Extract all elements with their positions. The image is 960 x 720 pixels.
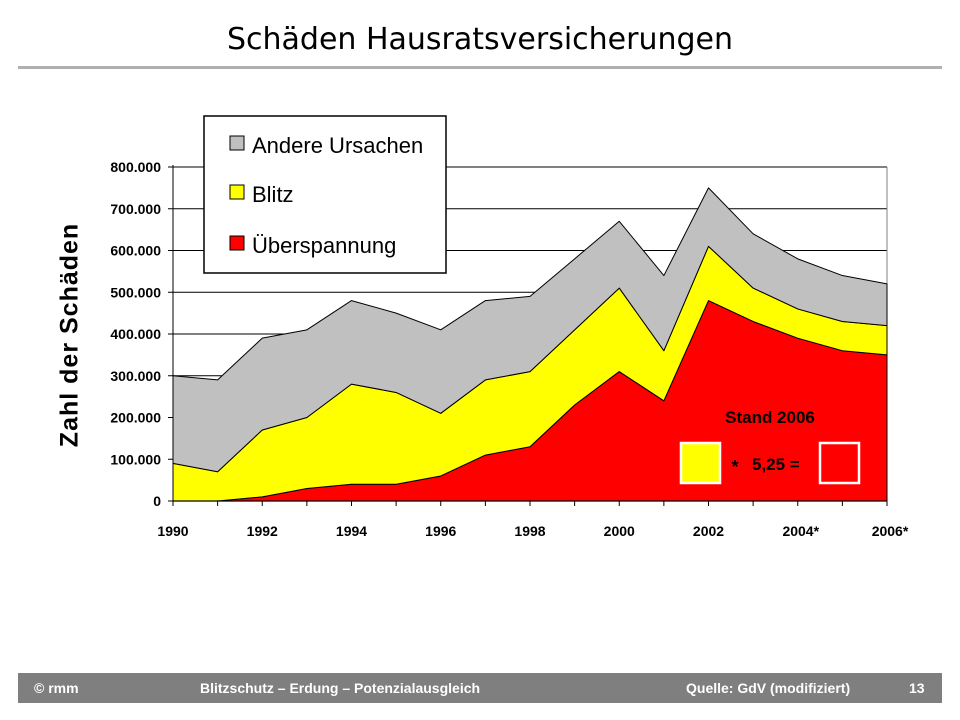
x-tick-label: 2004* (782, 523, 819, 539)
x-tick-label: 2000 (604, 523, 635, 539)
footer-source: Quelle: GdV (modifiziert) (686, 680, 851, 696)
legend-label-andere-ursachen: Andere Ursachen (252, 133, 423, 158)
annotation-heading: Stand 2006 (725, 408, 815, 427)
x-tick-label: 2002 (693, 523, 724, 539)
slide-title: Schäden Hausratsversicherungen (226, 22, 734, 57)
x-tick-label: 1994 (336, 523, 367, 539)
x-tick-label: 1996 (425, 523, 456, 539)
footer-page-number: 13 (909, 680, 925, 696)
x-tick-label: 1992 (247, 523, 278, 539)
x-tick-label: 1990 (157, 523, 188, 539)
y-tick-label: 200.000 (110, 410, 161, 426)
legend-swatch--berspannung (229, 235, 245, 251)
area-andere-ursachen (172, 187, 888, 473)
legend-label--berspannung: Überspannung (252, 233, 396, 258)
y-tick-label: 600.000 (110, 243, 161, 259)
annotation-box-blitz (679, 441, 722, 485)
y-tick-label: 0 (153, 493, 161, 509)
title-divider (18, 66, 942, 69)
legend-swatch-andere-ursachen (229, 135, 245, 151)
footer-copyright: © rmm (34, 680, 79, 696)
y-tick-label: 800.000 (110, 159, 161, 175)
annotation-box-ueberspannung (818, 441, 861, 485)
y-tick-label: 500.000 (110, 284, 161, 300)
annotation-multiply-sign: * (731, 457, 738, 477)
y-tick-label: 300.000 (110, 368, 161, 384)
footer-topic: Blitzschutz – Erdung – Potenzialausgleic… (200, 680, 481, 696)
stacked-area-chart: 0 100.000 200.000 300.000 400.000 500.000 600.… (110, 115, 909, 539)
annotation-formula: 5,25 = (752, 455, 800, 474)
x-tick-label: 1998 (514, 523, 545, 539)
y-tick-label: 400.000 (110, 326, 161, 342)
x-tick-label: 2006* (872, 523, 909, 539)
y-tick-label: 700.000 (110, 201, 161, 217)
footer-bar: © rmm Blitzschutz – Erdung – Potenzialau… (18, 673, 942, 703)
legend-swatch-blitz (229, 184, 245, 200)
legend-label-blitz: Blitz (252, 182, 294, 207)
y-tick-label: 100.000 (110, 451, 161, 467)
